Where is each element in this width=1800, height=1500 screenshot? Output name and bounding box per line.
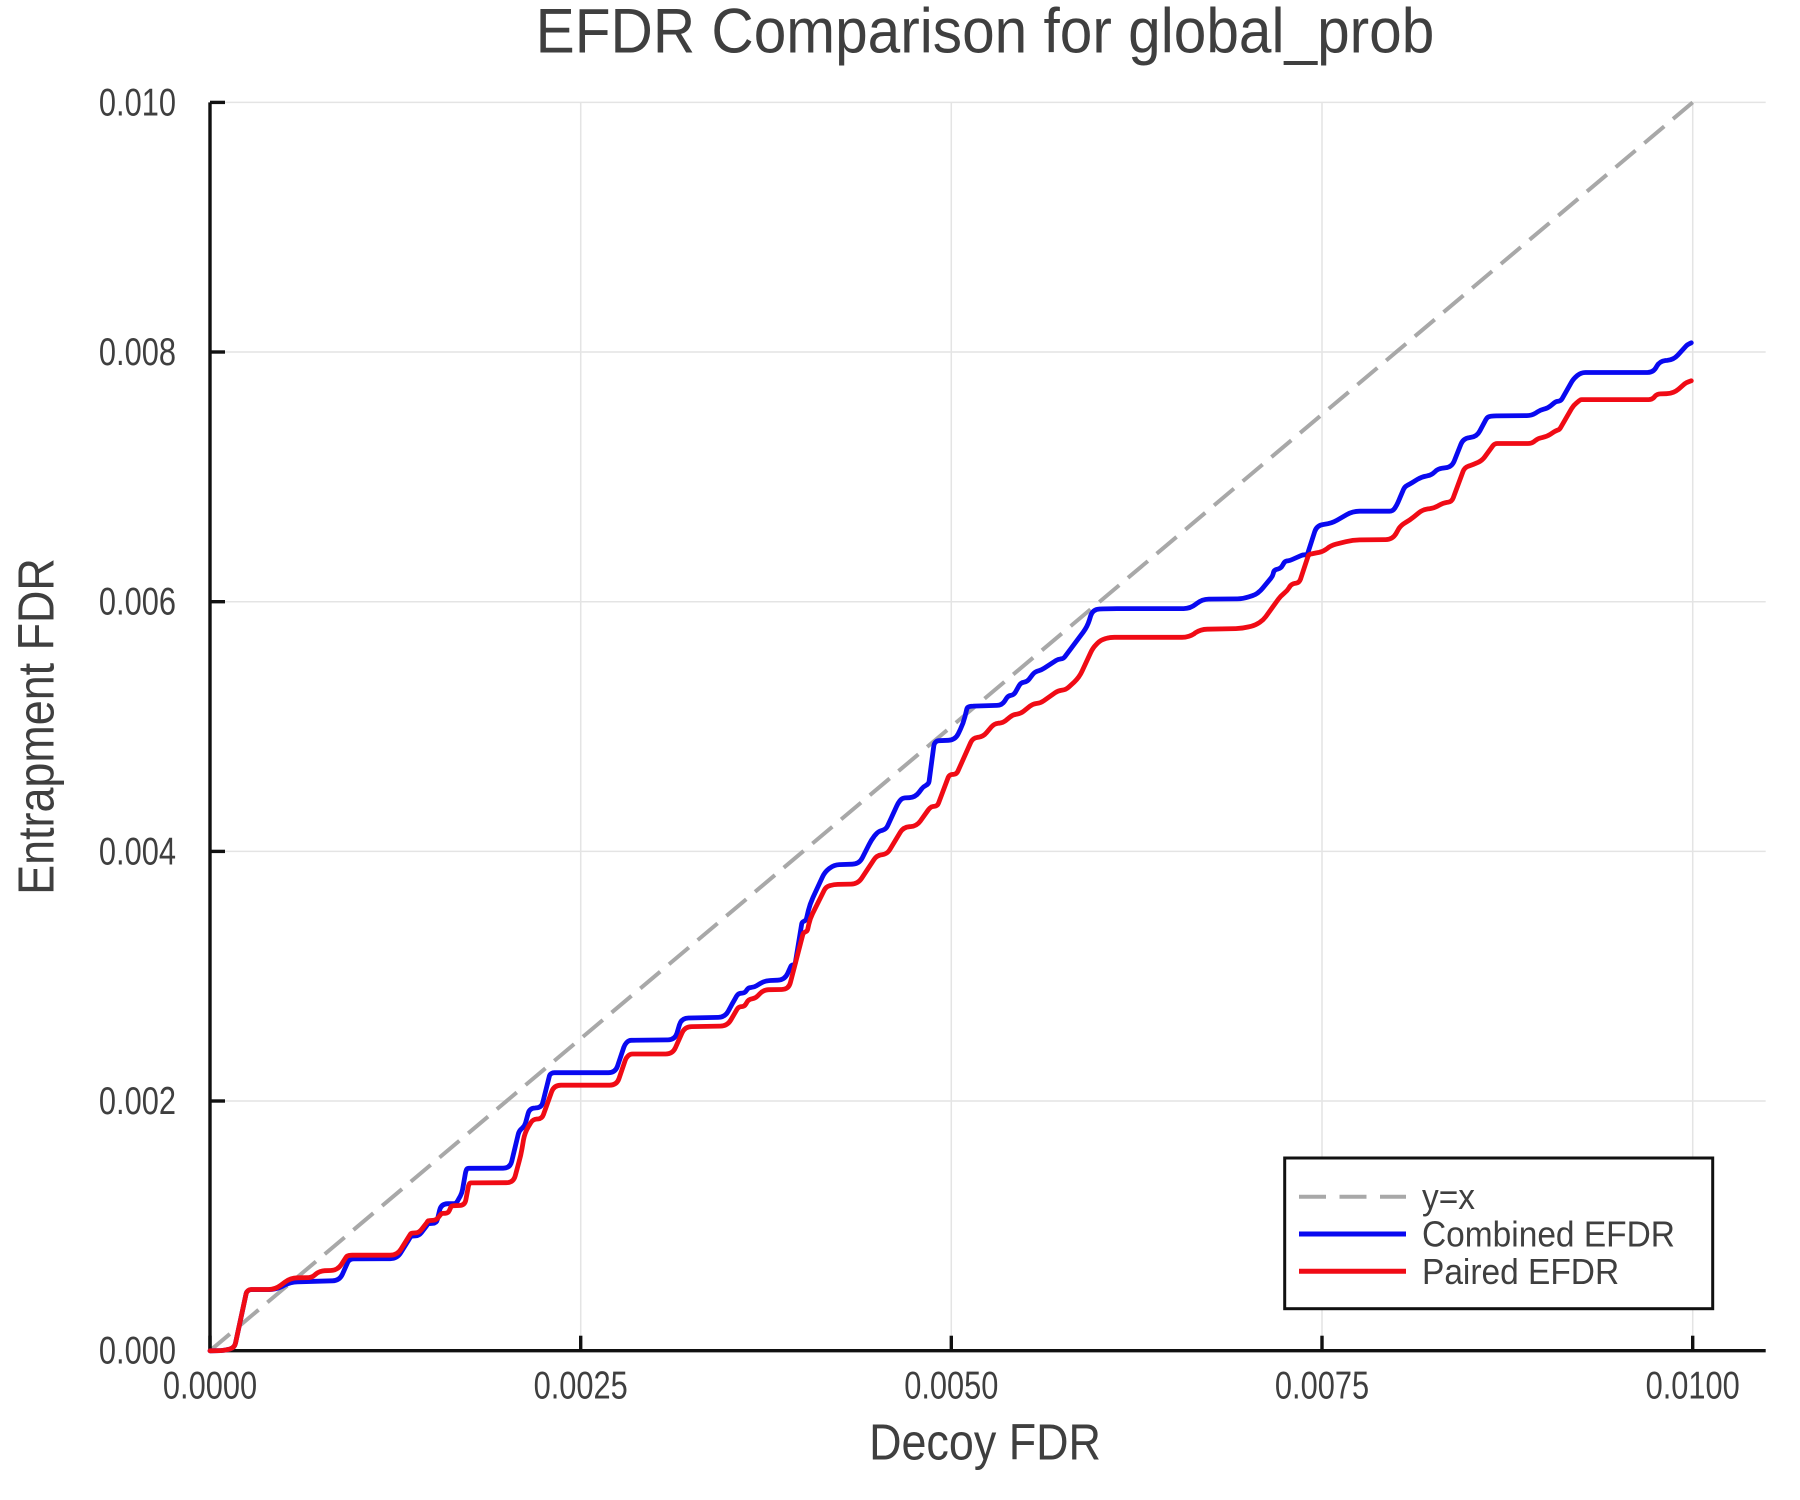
svg-text:0.000: 0.000 — [99, 1329, 176, 1372]
svg-text:0.0075: 0.0075 — [1275, 1364, 1369, 1407]
svg-text:EFDR Comparison for global_pro: EFDR Comparison for global_prob — [536, 0, 1435, 66]
svg-text:0.002: 0.002 — [99, 1080, 176, 1123]
svg-text:0.0000: 0.0000 — [163, 1364, 257, 1407]
svg-text:0.0100: 0.0100 — [1646, 1364, 1740, 1407]
svg-text:Entrapment FDR: Entrapment FDR — [9, 558, 65, 895]
svg-text:0.006: 0.006 — [99, 580, 176, 623]
svg-text:0.0050: 0.0050 — [904, 1364, 998, 1407]
svg-text:0.0025: 0.0025 — [534, 1364, 628, 1407]
svg-text:Paired EFDR: Paired EFDR — [1422, 1253, 1619, 1292]
svg-text:0.004: 0.004 — [99, 830, 176, 873]
svg-text:y=x: y=x — [1422, 1178, 1475, 1217]
svg-text:Decoy FDR: Decoy FDR — [869, 1415, 1101, 1471]
svg-text:Combined EFDR: Combined EFDR — [1422, 1215, 1675, 1254]
svg-text:0.008: 0.008 — [99, 331, 176, 374]
svg-text:0.010: 0.010 — [99, 81, 176, 124]
